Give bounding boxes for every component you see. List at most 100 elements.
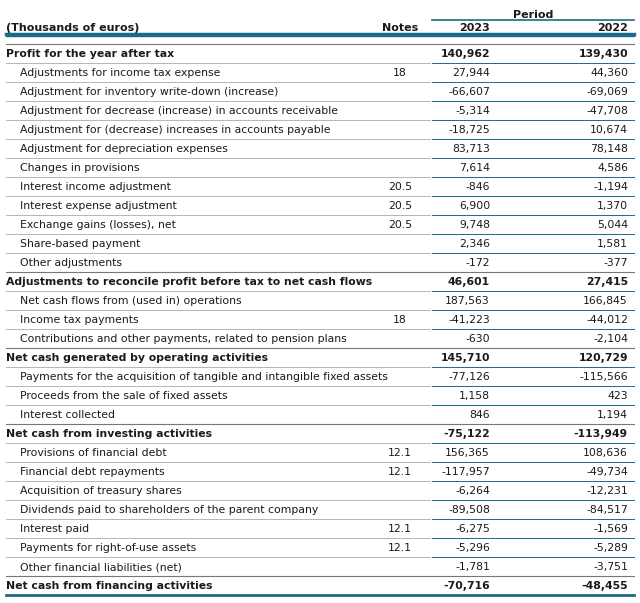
Text: -12,231: -12,231	[586, 487, 628, 496]
Text: 423: 423	[607, 391, 628, 402]
Text: 5,044: 5,044	[597, 221, 628, 230]
Text: (Thousands of euros): (Thousands of euros)	[6, 23, 140, 33]
Text: 1,581: 1,581	[597, 239, 628, 250]
Text: -1,569: -1,569	[593, 525, 628, 534]
Text: -1,194: -1,194	[593, 183, 628, 192]
Text: -630: -630	[465, 335, 490, 344]
Text: 846: 846	[469, 411, 490, 420]
Text: Interest collected: Interest collected	[20, 411, 115, 420]
Text: 78,148: 78,148	[590, 145, 628, 154]
Text: -2,104: -2,104	[593, 335, 628, 344]
Text: 156,365: 156,365	[445, 449, 490, 458]
Text: Interest expense adjustment: Interest expense adjustment	[20, 201, 177, 212]
Text: -6,275: -6,275	[455, 525, 490, 534]
Text: Exchange gains (losses), net: Exchange gains (losses), net	[20, 221, 176, 230]
Text: -77,126: -77,126	[448, 373, 490, 382]
Text: -115,566: -115,566	[579, 373, 628, 382]
Text: Adjustment for inventory write-down (increase): Adjustment for inventory write-down (inc…	[20, 87, 278, 98]
Text: 12.1: 12.1	[388, 449, 412, 458]
Text: -117,957: -117,957	[442, 467, 490, 478]
Text: Changes in provisions: Changes in provisions	[20, 163, 140, 174]
Text: Proceeds from the sale of fixed assets: Proceeds from the sale of fixed assets	[20, 391, 228, 402]
Text: Adjustment for decrease (increase) in accounts receivable: Adjustment for decrease (increase) in ac…	[20, 107, 338, 116]
Text: -47,708: -47,708	[586, 107, 628, 116]
Text: 187,563: 187,563	[445, 297, 490, 306]
Text: Acquisition of treasury shares: Acquisition of treasury shares	[20, 487, 182, 496]
Text: -48,455: -48,455	[581, 581, 628, 592]
Text: -44,012: -44,012	[586, 315, 628, 326]
Text: -89,508: -89,508	[448, 505, 490, 516]
Text: 166,845: 166,845	[583, 297, 628, 306]
Text: 27,415: 27,415	[586, 277, 628, 288]
Text: Other financial liabilities (net): Other financial liabilities (net)	[20, 563, 182, 572]
Text: Interest paid: Interest paid	[20, 525, 89, 534]
Text: -49,734: -49,734	[586, 467, 628, 478]
Text: 108,636: 108,636	[583, 449, 628, 458]
Text: 145,710: 145,710	[440, 353, 490, 364]
Text: Notes: Notes	[382, 23, 418, 33]
Text: -84,517: -84,517	[586, 505, 628, 516]
Text: -3,751: -3,751	[593, 563, 628, 572]
Text: -5,289: -5,289	[593, 543, 628, 554]
Text: Financial debt repayments: Financial debt repayments	[20, 467, 164, 478]
Text: 12.1: 12.1	[388, 543, 412, 554]
Text: 1,158: 1,158	[459, 391, 490, 402]
Text: Adjustment for (decrease) increases in accounts payable: Adjustment for (decrease) increases in a…	[20, 125, 330, 136]
Text: Adjustments to reconcile profit before tax to net cash flows: Adjustments to reconcile profit before t…	[6, 277, 372, 288]
Text: -66,607: -66,607	[448, 87, 490, 98]
Text: 139,430: 139,430	[579, 49, 628, 60]
Text: -113,949: -113,949	[574, 429, 628, 440]
Text: Provisions of financial debt: Provisions of financial debt	[20, 449, 166, 458]
Text: -41,223: -41,223	[448, 315, 490, 326]
Text: -377: -377	[604, 259, 628, 268]
Text: -5,296: -5,296	[455, 543, 490, 554]
Text: 12.1: 12.1	[388, 467, 412, 478]
Text: 20.5: 20.5	[388, 221, 412, 230]
Text: -75,122: -75,122	[444, 429, 490, 440]
Text: -846: -846	[465, 183, 490, 192]
Text: Interest income adjustment: Interest income adjustment	[20, 183, 171, 192]
Text: -70,716: -70,716	[444, 581, 490, 592]
Text: 1,370: 1,370	[597, 201, 628, 212]
Text: 4,586: 4,586	[597, 163, 628, 174]
Text: 20.5: 20.5	[388, 183, 412, 192]
Text: 20.5: 20.5	[388, 201, 412, 212]
Text: Payments for the acquisition of tangible and intangible fixed assets: Payments for the acquisition of tangible…	[20, 373, 388, 382]
Text: 120,729: 120,729	[579, 353, 628, 364]
Text: -6,264: -6,264	[455, 487, 490, 496]
Text: 9,748: 9,748	[459, 221, 490, 230]
Text: 18: 18	[393, 315, 407, 326]
Text: Payments for right-of-use assets: Payments for right-of-use assets	[20, 543, 196, 554]
Text: 46,601: 46,601	[448, 277, 490, 288]
Text: 27,944: 27,944	[452, 69, 490, 78]
Text: -5,314: -5,314	[455, 107, 490, 116]
Text: Net cash from financing activities: Net cash from financing activities	[6, 581, 212, 592]
Text: Profit for the year after tax: Profit for the year after tax	[6, 49, 174, 60]
Text: 2,346: 2,346	[459, 239, 490, 250]
Text: 2023: 2023	[460, 23, 490, 33]
Text: Period: Period	[513, 10, 553, 20]
Text: Adjustments for income tax expense: Adjustments for income tax expense	[20, 69, 220, 78]
Text: -172: -172	[465, 259, 490, 268]
Text: 6,900: 6,900	[459, 201, 490, 212]
Text: Income tax payments: Income tax payments	[20, 315, 139, 326]
Text: 12.1: 12.1	[388, 525, 412, 534]
Text: 140,962: 140,962	[440, 49, 490, 60]
Text: 83,713: 83,713	[452, 145, 490, 154]
Text: 1,194: 1,194	[597, 411, 628, 420]
Text: Net cash flows from (used in) operations: Net cash flows from (used in) operations	[20, 297, 242, 306]
Text: -69,069: -69,069	[586, 87, 628, 98]
Text: -18,725: -18,725	[448, 125, 490, 136]
Text: Adjustment for depreciation expenses: Adjustment for depreciation expenses	[20, 145, 228, 154]
Text: 10,674: 10,674	[590, 125, 628, 136]
Text: Net cash from investing activities: Net cash from investing activities	[6, 429, 212, 440]
Text: 2022: 2022	[597, 23, 628, 33]
Text: 7,614: 7,614	[459, 163, 490, 174]
Text: Contributions and other payments, related to pension plans: Contributions and other payments, relate…	[20, 335, 347, 344]
Text: Share-based payment: Share-based payment	[20, 239, 140, 250]
Text: -1,781: -1,781	[455, 563, 490, 572]
Text: 44,360: 44,360	[590, 69, 628, 78]
Text: Dividends paid to shareholders of the parent company: Dividends paid to shareholders of the pa…	[20, 505, 318, 516]
Text: 18: 18	[393, 69, 407, 78]
Text: Net cash generated by operating activities: Net cash generated by operating activiti…	[6, 353, 268, 364]
